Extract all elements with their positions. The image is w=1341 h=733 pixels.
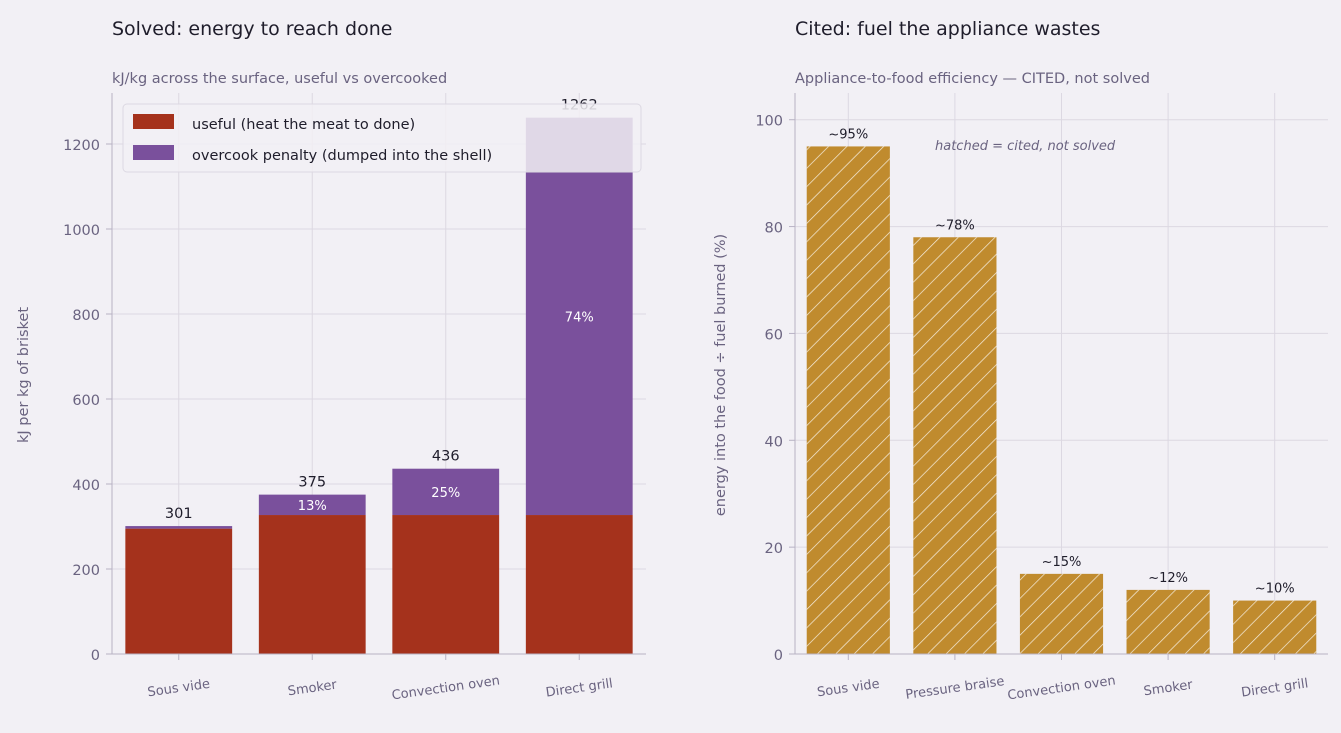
y-tick-label: 20 bbox=[765, 541, 783, 557]
right-y-axis-label: energy into the food ÷ fuel burned (%) bbox=[713, 234, 729, 516]
left-chart: Solved: energy to reach done kJ/kg acros… bbox=[16, 18, 646, 704]
x-tick-label: Sous vide bbox=[816, 677, 880, 701]
overcook-bar bbox=[392, 468, 500, 516]
legend-label-useful: useful (heat the meat to done) bbox=[192, 117, 415, 133]
x-tick-label: Sous vide bbox=[147, 677, 211, 701]
right-chart-title: Cited: fuel the appliance wastes bbox=[795, 18, 1100, 40]
hatch-annotation: hatched = cited, not solved bbox=[935, 139, 1116, 154]
overcook-bar bbox=[258, 494, 366, 516]
legend-swatch-overcook bbox=[133, 145, 174, 160]
x-tick-label: Pressure braise bbox=[905, 674, 1006, 703]
useful-bar bbox=[525, 515, 633, 654]
efficiency-value-label: ~12% bbox=[1148, 571, 1188, 586]
right-chart: Cited: fuel the appliance wastes Applian… bbox=[713, 18, 1328, 704]
y-tick-label: 60 bbox=[765, 327, 783, 343]
x-tick-label: Convection oven bbox=[391, 673, 501, 703]
efficiency-bar-hatch bbox=[1126, 589, 1210, 654]
efficiency-bar-hatch bbox=[806, 146, 890, 654]
useful-bar bbox=[392, 515, 500, 654]
overcook-bar bbox=[125, 526, 233, 529]
legend-box bbox=[122, 103, 642, 173]
x-tick-label: Smoker bbox=[287, 678, 339, 700]
y-tick-label: 80 bbox=[765, 221, 783, 237]
y-tick-label: 40 bbox=[765, 434, 783, 450]
y-tick-label: 600 bbox=[72, 393, 100, 409]
total-value-label: 375 bbox=[298, 475, 326, 491]
overcook-bar bbox=[525, 117, 633, 516]
right-chart-subtitle: Appliance-to-food efficiency — CITED, no… bbox=[795, 71, 1150, 87]
x-tick-label: Direct grill bbox=[1240, 676, 1309, 700]
efficiency-value-label: ~15% bbox=[1042, 555, 1082, 570]
efficiency-bar-hatch bbox=[1019, 573, 1104, 654]
y-tick-label: 100 bbox=[755, 114, 783, 130]
useful-bar bbox=[125, 528, 233, 654]
efficiency-value-label: ~95% bbox=[828, 127, 868, 142]
x-tick-label: Convection oven bbox=[1007, 673, 1117, 703]
penalty-percent-label: 25% bbox=[431, 486, 460, 501]
left-axes: 0 200 400 600 800 1000 1200 Sous vide Smoker Conv… bbox=[63, 93, 646, 704]
legend-swatch-useful bbox=[133, 114, 174, 129]
x-tick-label: Direct grill bbox=[545, 676, 614, 700]
right-bars: ~95% ~78% ~15% ~12% ~10% bbox=[806, 127, 1317, 654]
left-chart-title: Solved: energy to reach done bbox=[112, 18, 392, 40]
y-tick-label: 0 bbox=[774, 648, 783, 664]
efficiency-value-label: ~78% bbox=[935, 218, 975, 233]
left-chart-subtitle: kJ/kg across the surface, useful vs over… bbox=[112, 71, 447, 87]
efficiency-bar-hatch bbox=[913, 237, 997, 654]
y-tick-label: 1000 bbox=[63, 223, 100, 239]
x-tick-label: Smoker bbox=[1143, 678, 1195, 700]
total-value-label: 301 bbox=[165, 506, 193, 522]
y-tick-label: 200 bbox=[72, 563, 100, 579]
left-legend: useful (heat the meat to done) overcook … bbox=[122, 103, 642, 173]
y-tick-label: 1200 bbox=[63, 138, 100, 154]
legend-label-overcook: overcook penalty (dumped into the shell) bbox=[192, 148, 492, 164]
total-value-label: 436 bbox=[432, 449, 460, 465]
y-tick-label: 800 bbox=[72, 308, 100, 324]
useful-bar bbox=[258, 515, 366, 654]
y-tick-label: 0 bbox=[91, 648, 100, 664]
y-tick-label: 400 bbox=[72, 478, 100, 494]
efficiency-value-label: ~10% bbox=[1255, 582, 1295, 597]
left-y-axis-label: kJ per kg of brisket bbox=[16, 307, 32, 443]
efficiency-bar-hatch bbox=[1233, 600, 1317, 654]
penalty-percent-label: 13% bbox=[298, 499, 327, 514]
penalty-percent-label: 74% bbox=[565, 310, 594, 325]
